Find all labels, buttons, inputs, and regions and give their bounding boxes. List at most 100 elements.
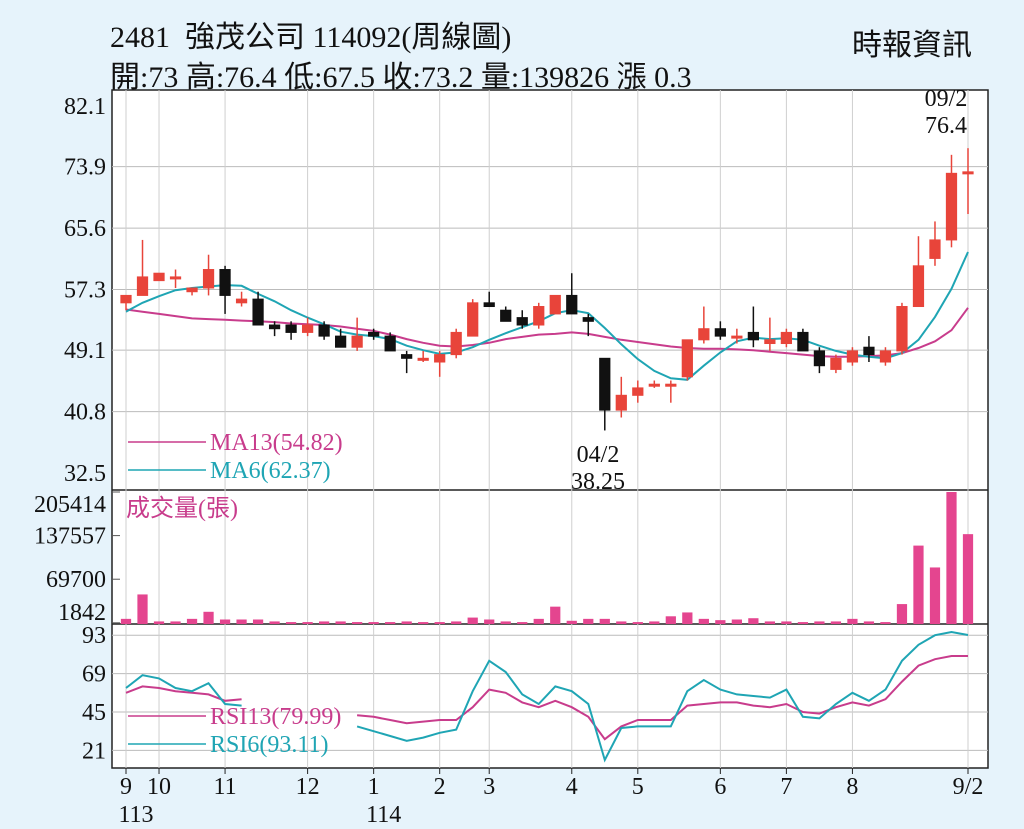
volume-bar	[500, 621, 511, 624]
x-tick-label: 11	[214, 774, 237, 800]
candle-down	[384, 335, 396, 352]
y-tick-labels: 82.1 73.9 65.6 57.3 49.1 40.8 32.5 205414 137557…	[34, 94, 106, 764]
volume-y-tick: 205414	[34, 492, 106, 518]
high-value-label: 76.4	[925, 113, 967, 139]
candle-up	[450, 331, 462, 356]
candle-down	[797, 331, 809, 352]
price-y-tick: 57.3	[64, 278, 106, 304]
candle-up	[549, 294, 561, 315]
source-label: 時報資訊	[852, 29, 972, 62]
candle-up	[351, 335, 363, 348]
candle-up	[120, 294, 132, 304]
volume-y-tick: 69700	[46, 567, 106, 593]
volume-bar	[929, 567, 941, 624]
volume-y-tick: 137557	[34, 524, 106, 550]
candle-down	[335, 335, 347, 348]
candle-up	[467, 302, 479, 337]
price-y-tick: 40.8	[64, 400, 106, 426]
candle-up	[681, 339, 693, 378]
volume-bar	[269, 621, 280, 624]
rsi-legend-label: RSI13(79.99)	[210, 704, 341, 730]
candle-down	[483, 302, 495, 308]
candle-down	[401, 354, 413, 359]
ma-line-ma13	[125, 307, 969, 358]
volume-y-tick: 1842	[58, 600, 106, 626]
volume-bar	[566, 620, 577, 624]
volume-bar	[665, 616, 676, 624]
volume-bar	[632, 622, 643, 624]
candle-up	[136, 276, 149, 296]
volume-bar	[814, 621, 825, 624]
candle-up	[169, 276, 182, 280]
candle-up	[615, 394, 627, 411]
high-date-label: 09/2	[925, 86, 968, 112]
volume-bar	[517, 622, 528, 624]
candle-up	[879, 350, 892, 363]
volume-bar	[731, 619, 742, 624]
candle-down	[219, 269, 231, 296]
volume-bar	[219, 619, 231, 624]
volume-panel-title: 成交量(張)	[126, 495, 238, 522]
x-tick-label: 9	[120, 774, 132, 800]
candle-up	[698, 328, 710, 341]
volume-bar	[467, 617, 478, 624]
rsi-y-tick: 69	[82, 662, 106, 688]
volume-bar	[616, 621, 627, 624]
x-tick-label: 8	[846, 774, 858, 800]
x-year-label: 113	[118, 802, 153, 828]
volume-bar	[401, 621, 412, 624]
x-tick-label: 1	[368, 774, 380, 800]
rsi-legend-label: RSI6(93.11)	[210, 732, 328, 758]
price-y-tick: 65.6	[64, 216, 106, 242]
volume-bar	[285, 622, 297, 624]
candle-up	[533, 306, 545, 326]
candle-down	[516, 317, 528, 326]
volume-bar	[170, 621, 181, 624]
volume-bar	[797, 622, 809, 624]
legends: MA13(54.82)MA6(62.37) 成交量(張) RSI13(79.99)R…	[126, 430, 343, 758]
candle-down	[863, 346, 875, 356]
volume-bar	[764, 621, 776, 624]
panel-frames	[111, 89, 989, 769]
candle-up	[632, 387, 644, 396]
low-date-label: 04/2	[577, 442, 620, 468]
candle-up	[648, 383, 660, 387]
candle-up	[186, 287, 198, 293]
volume-bar	[434, 622, 445, 624]
volume-bar	[913, 545, 924, 624]
candle-up	[929, 239, 941, 259]
candle-down	[582, 317, 594, 322]
volume-bar	[252, 619, 264, 624]
x-tick-label: 6	[714, 774, 726, 800]
candle-up	[153, 272, 165, 282]
volume-bar	[830, 621, 842, 624]
rsi-y-tick: 45	[82, 700, 106, 726]
rsi-y-tick: 93	[82, 623, 106, 649]
price-y-tick: 73.9	[64, 155, 106, 181]
volume-bar	[153, 621, 165, 624]
candle-up	[764, 339, 776, 345]
candle-down	[252, 298, 264, 326]
candle-up	[945, 172, 958, 241]
chart-title: 2481 強茂公司 114092(周線圖)	[110, 21, 512, 54]
candle-up	[896, 306, 908, 352]
x-tick-label: 3	[483, 774, 495, 800]
candle-down	[714, 328, 726, 337]
low-value-label: 38.25	[571, 469, 625, 495]
volume-bar	[962, 534, 974, 624]
volume-bar	[550, 606, 561, 624]
candle-up	[780, 331, 793, 345]
candle-down	[599, 357, 611, 411]
volume-bar	[682, 612, 693, 624]
volume-bar	[533, 618, 544, 624]
volume-bar	[896, 604, 908, 624]
price-summary: 開:73 高:76.4 低:67.5 收:73.2 量:139826 漲 0.3	[110, 61, 692, 94]
volume-bar	[748, 618, 759, 624]
volume-bar	[451, 621, 462, 624]
volume-bar	[385, 622, 396, 624]
x-tick-label: 2	[434, 774, 446, 800]
volume-bar	[946, 492, 957, 624]
